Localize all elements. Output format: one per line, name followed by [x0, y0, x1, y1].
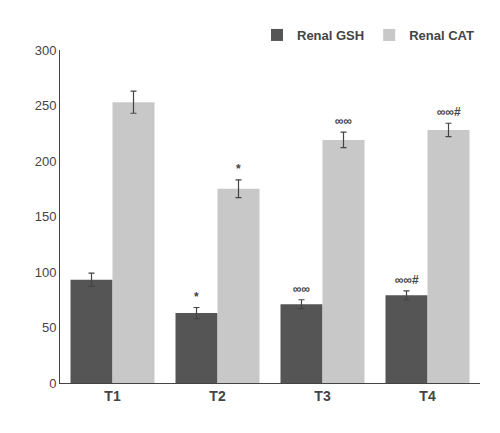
svg-text:∞∞#: ∞∞# — [395, 273, 419, 287]
svg-text:T2: T2 — [209, 388, 226, 404]
svg-text:0: 0 — [49, 376, 56, 391]
svg-text:200: 200 — [35, 154, 57, 169]
svg-text:*: * — [236, 162, 241, 176]
svg-text:300: 300 — [35, 43, 57, 58]
svg-text:Renal GSH: Renal GSH — [297, 28, 364, 43]
svg-text:T4: T4 — [419, 388, 436, 404]
svg-text:T1: T1 — [104, 388, 121, 404]
svg-text:T3: T3 — [314, 388, 331, 404]
svg-text:*: * — [194, 290, 199, 304]
svg-text:100: 100 — [35, 265, 57, 280]
svg-text:∞∞#: ∞∞# — [437, 105, 461, 119]
svg-text:250: 250 — [35, 98, 57, 113]
svg-text:50: 50 — [42, 320, 56, 335]
svg-text:150: 150 — [35, 209, 57, 224]
svg-text:∞∞: ∞∞ — [335, 114, 352, 128]
svg-text:∞∞: ∞∞ — [293, 282, 310, 296]
svg-text:Renal CAT: Renal CAT — [409, 28, 474, 43]
